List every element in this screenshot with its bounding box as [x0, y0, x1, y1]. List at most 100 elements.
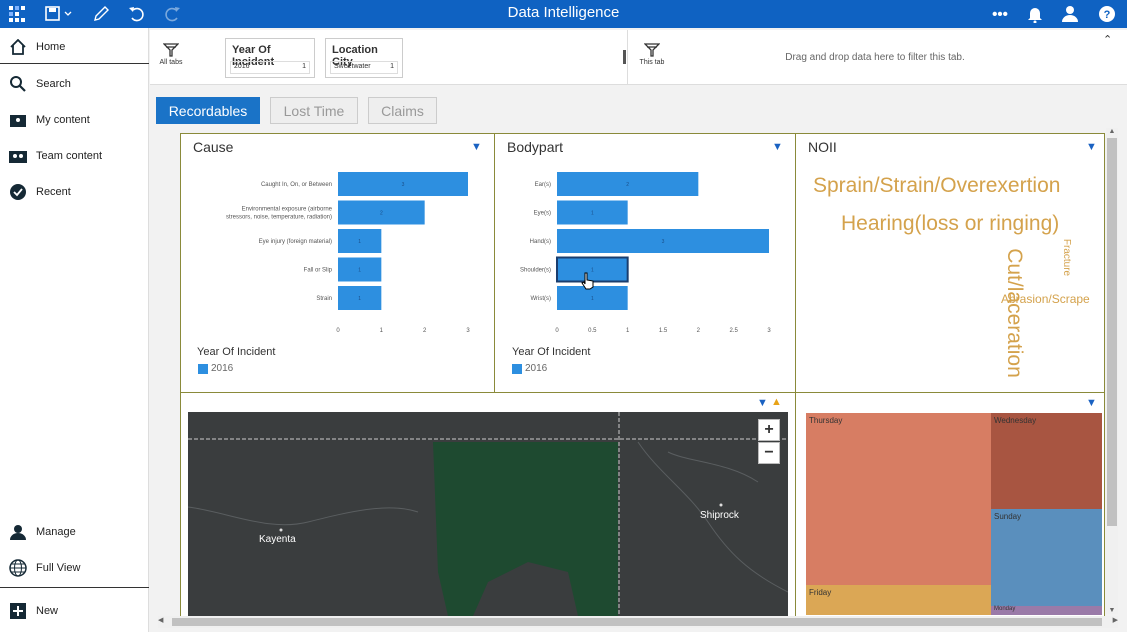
cause-bar-chart[interactable]: Caught In, On, or Between 3 Environmental …: [181, 134, 494, 339]
x-tick-label: 1: [626, 328, 630, 334]
scroll-left-arrow[interactable]: ◀: [158, 617, 164, 624]
home-icon: [0, 38, 36, 55]
map-view[interactable]: + − Kayenta Shiprock: [188, 412, 788, 616]
filter-chip-count: 1: [390, 63, 394, 70]
cause-panel[interactable]: Cause ▼ Caught In, On, or Between 3 Enviro…: [180, 133, 495, 393]
save-icon[interactable]: [44, 4, 74, 24]
noii-panel[interactable]: NOII ▼ Sprain/Strain/Overexertion Hearin…: [795, 133, 1105, 393]
funnel-icon: [643, 43, 661, 57]
treemap-tile-sunday[interactable]: Sunday: [991, 509, 1102, 606]
bar[interactable]: [557, 200, 628, 225]
treemap-tile-monday[interactable]: Monday: [991, 606, 1102, 615]
treemap-tile-wednesday[interactable]: Wednesday: [991, 413, 1102, 509]
bar[interactable]: [557, 229, 769, 253]
bar-data-label: 1: [591, 211, 594, 217]
bar[interactable]: [338, 200, 425, 225]
tab-recordables[interactable]: Recordables: [156, 97, 260, 124]
apps-grid-icon[interactable]: [8, 4, 26, 24]
svg-text:?: ?: [1104, 9, 1111, 21]
bar-data-label: 2: [380, 211, 383, 217]
scroll-thumb[interactable]: [172, 618, 1102, 626]
help-icon[interactable]: ?: [1098, 4, 1116, 24]
filter-icon[interactable]: ▼: [1086, 141, 1097, 153]
bell-icon[interactable]: [1026, 4, 1044, 24]
x-tick-label: 0: [555, 328, 559, 334]
bar[interactable]: [338, 172, 468, 196]
sidebar-item-label: New: [36, 605, 59, 617]
bodypart-panel[interactable]: Bodypart ▼ Ear(s) 2 Eye(s) 1 Hand(s) 3 Shoulde…: [494, 133, 796, 393]
bar[interactable]: [338, 257, 382, 282]
sidebar-item-my-content[interactable]: My content: [0, 103, 149, 137]
all-tabs-label: All tabs: [159, 59, 183, 66]
sidebar-item-recent[interactable]: Recent: [0, 175, 149, 209]
scroll-up-arrow[interactable]: ▲: [1108, 128, 1116, 135]
filter-icon[interactable]: ▼: [1086, 397, 1097, 409]
this-tab-filter[interactable]: This tab: [636, 43, 668, 66]
warning-icon[interactable]: ▲: [771, 396, 782, 408]
sidebar-item-manage[interactable]: Manage: [0, 515, 149, 549]
category-label: Hand(s): [530, 239, 551, 245]
manage-icon: [0, 524, 36, 540]
hand-cursor-icon: [581, 272, 594, 290]
sidebar-item-full-view[interactable]: Full View: [0, 551, 149, 585]
undo-icon[interactable]: [128, 4, 146, 24]
edit-icon[interactable]: [92, 4, 110, 24]
app-title: Data Intelligence: [507, 4, 620, 21]
filter-icon[interactable]: ▼: [757, 397, 768, 409]
x-tick-label: 3: [767, 328, 771, 334]
filter-chip-location[interactable]: Location City Sweetwater 1: [325, 38, 403, 78]
bar[interactable]: [338, 229, 382, 253]
filter-splitter[interactable]: [623, 50, 626, 64]
sidebar-item-search[interactable]: Search: [0, 67, 149, 101]
category-label: Caught In, On, or Between: [261, 182, 332, 188]
bar-data-label: 1: [358, 296, 361, 302]
bar-data-label: 1: [358, 239, 361, 245]
treemap-tile-thursday[interactable]: Thursday: [806, 413, 991, 585]
legend-item: 2016: [512, 363, 547, 374]
all-tabs-filter[interactable]: All tabs: [156, 43, 186, 66]
scroll-down-arrow[interactable]: ▼: [1108, 607, 1116, 614]
word-cloud-item[interactable]: Abrasion/Scrape: [1001, 292, 1090, 306]
drop-zone-hint[interactable]: Drag and drop data here to filter this t…: [785, 52, 965, 63]
sidebar-item-label: Full View: [36, 562, 81, 574]
word-cloud-item[interactable]: Fracture: [1061, 238, 1073, 277]
word-cloud-item[interactable]: Hearing(loss or ringing): [841, 212, 1060, 235]
tab-lost-time[interactable]: Lost Time: [270, 97, 358, 124]
this-tab-label: This tab: [639, 59, 665, 66]
bodypart-bar-chart[interactable]: Ear(s) 2 Eye(s) 1 Hand(s) 3 Shoulder(s) 1 Wrist(…: [495, 134, 795, 339]
sidebar-item-new[interactable]: New: [0, 594, 149, 628]
treemap-tile-friday[interactable]: Friday: [806, 585, 991, 615]
word-cloud-item[interactable]: Cut/laceration: [1002, 248, 1026, 378]
filter-icon[interactable]: ▼: [772, 141, 783, 153]
tab-claims[interactable]: Claims: [368, 97, 437, 124]
legend-swatch: [512, 363, 522, 374]
category-label: Eye(s): [534, 211, 551, 217]
filter-chip-year[interactable]: Year Of Incident 2016 1: [225, 38, 315, 78]
bar[interactable]: [557, 286, 628, 310]
filter-chip-value-text: Sweetwater: [334, 63, 371, 70]
word-cloud-item[interactable]: Sprain/Strain/Overexertion: [813, 174, 1061, 197]
sidebar-item-label: Team content: [36, 150, 103, 162]
horizontal-scrollbar[interactable]: ◀ ▶: [158, 616, 1118, 628]
treemap-panel[interactable]: ▼ Thursday Wednesday Sunday Friday Monda…: [795, 392, 1105, 622]
zoom-out-button[interactable]: −: [758, 442, 780, 464]
bar-data-label: 3: [662, 239, 665, 245]
sidebar-divider: [0, 587, 149, 588]
scroll-thumb[interactable]: [1107, 138, 1117, 526]
redo-icon[interactable]: [163, 4, 181, 24]
zoom-in-button[interactable]: +: [758, 419, 780, 441]
bar[interactable]: [556, 256, 629, 283]
sidebar-item-home[interactable]: Home: [0, 30, 149, 64]
x-tick-label: 2.5: [729, 328, 738, 334]
collapse-icon[interactable]: ⌃: [1103, 34, 1113, 46]
x-tick-label: 3: [466, 328, 470, 334]
filter-icon[interactable]: ▼: [471, 141, 482, 153]
user-icon[interactable]: [1061, 4, 1079, 24]
bar[interactable]: [338, 286, 382, 310]
scroll-right-arrow[interactable]: ▶: [1112, 617, 1118, 624]
more-icon[interactable]: •••: [992, 5, 1008, 23]
legend-swatch: [198, 363, 208, 374]
vertical-scrollbar[interactable]: ▲ ▼: [1106, 128, 1118, 614]
bar[interactable]: [557, 172, 699, 196]
sidebar-item-team-content[interactable]: Team content: [0, 139, 149, 173]
